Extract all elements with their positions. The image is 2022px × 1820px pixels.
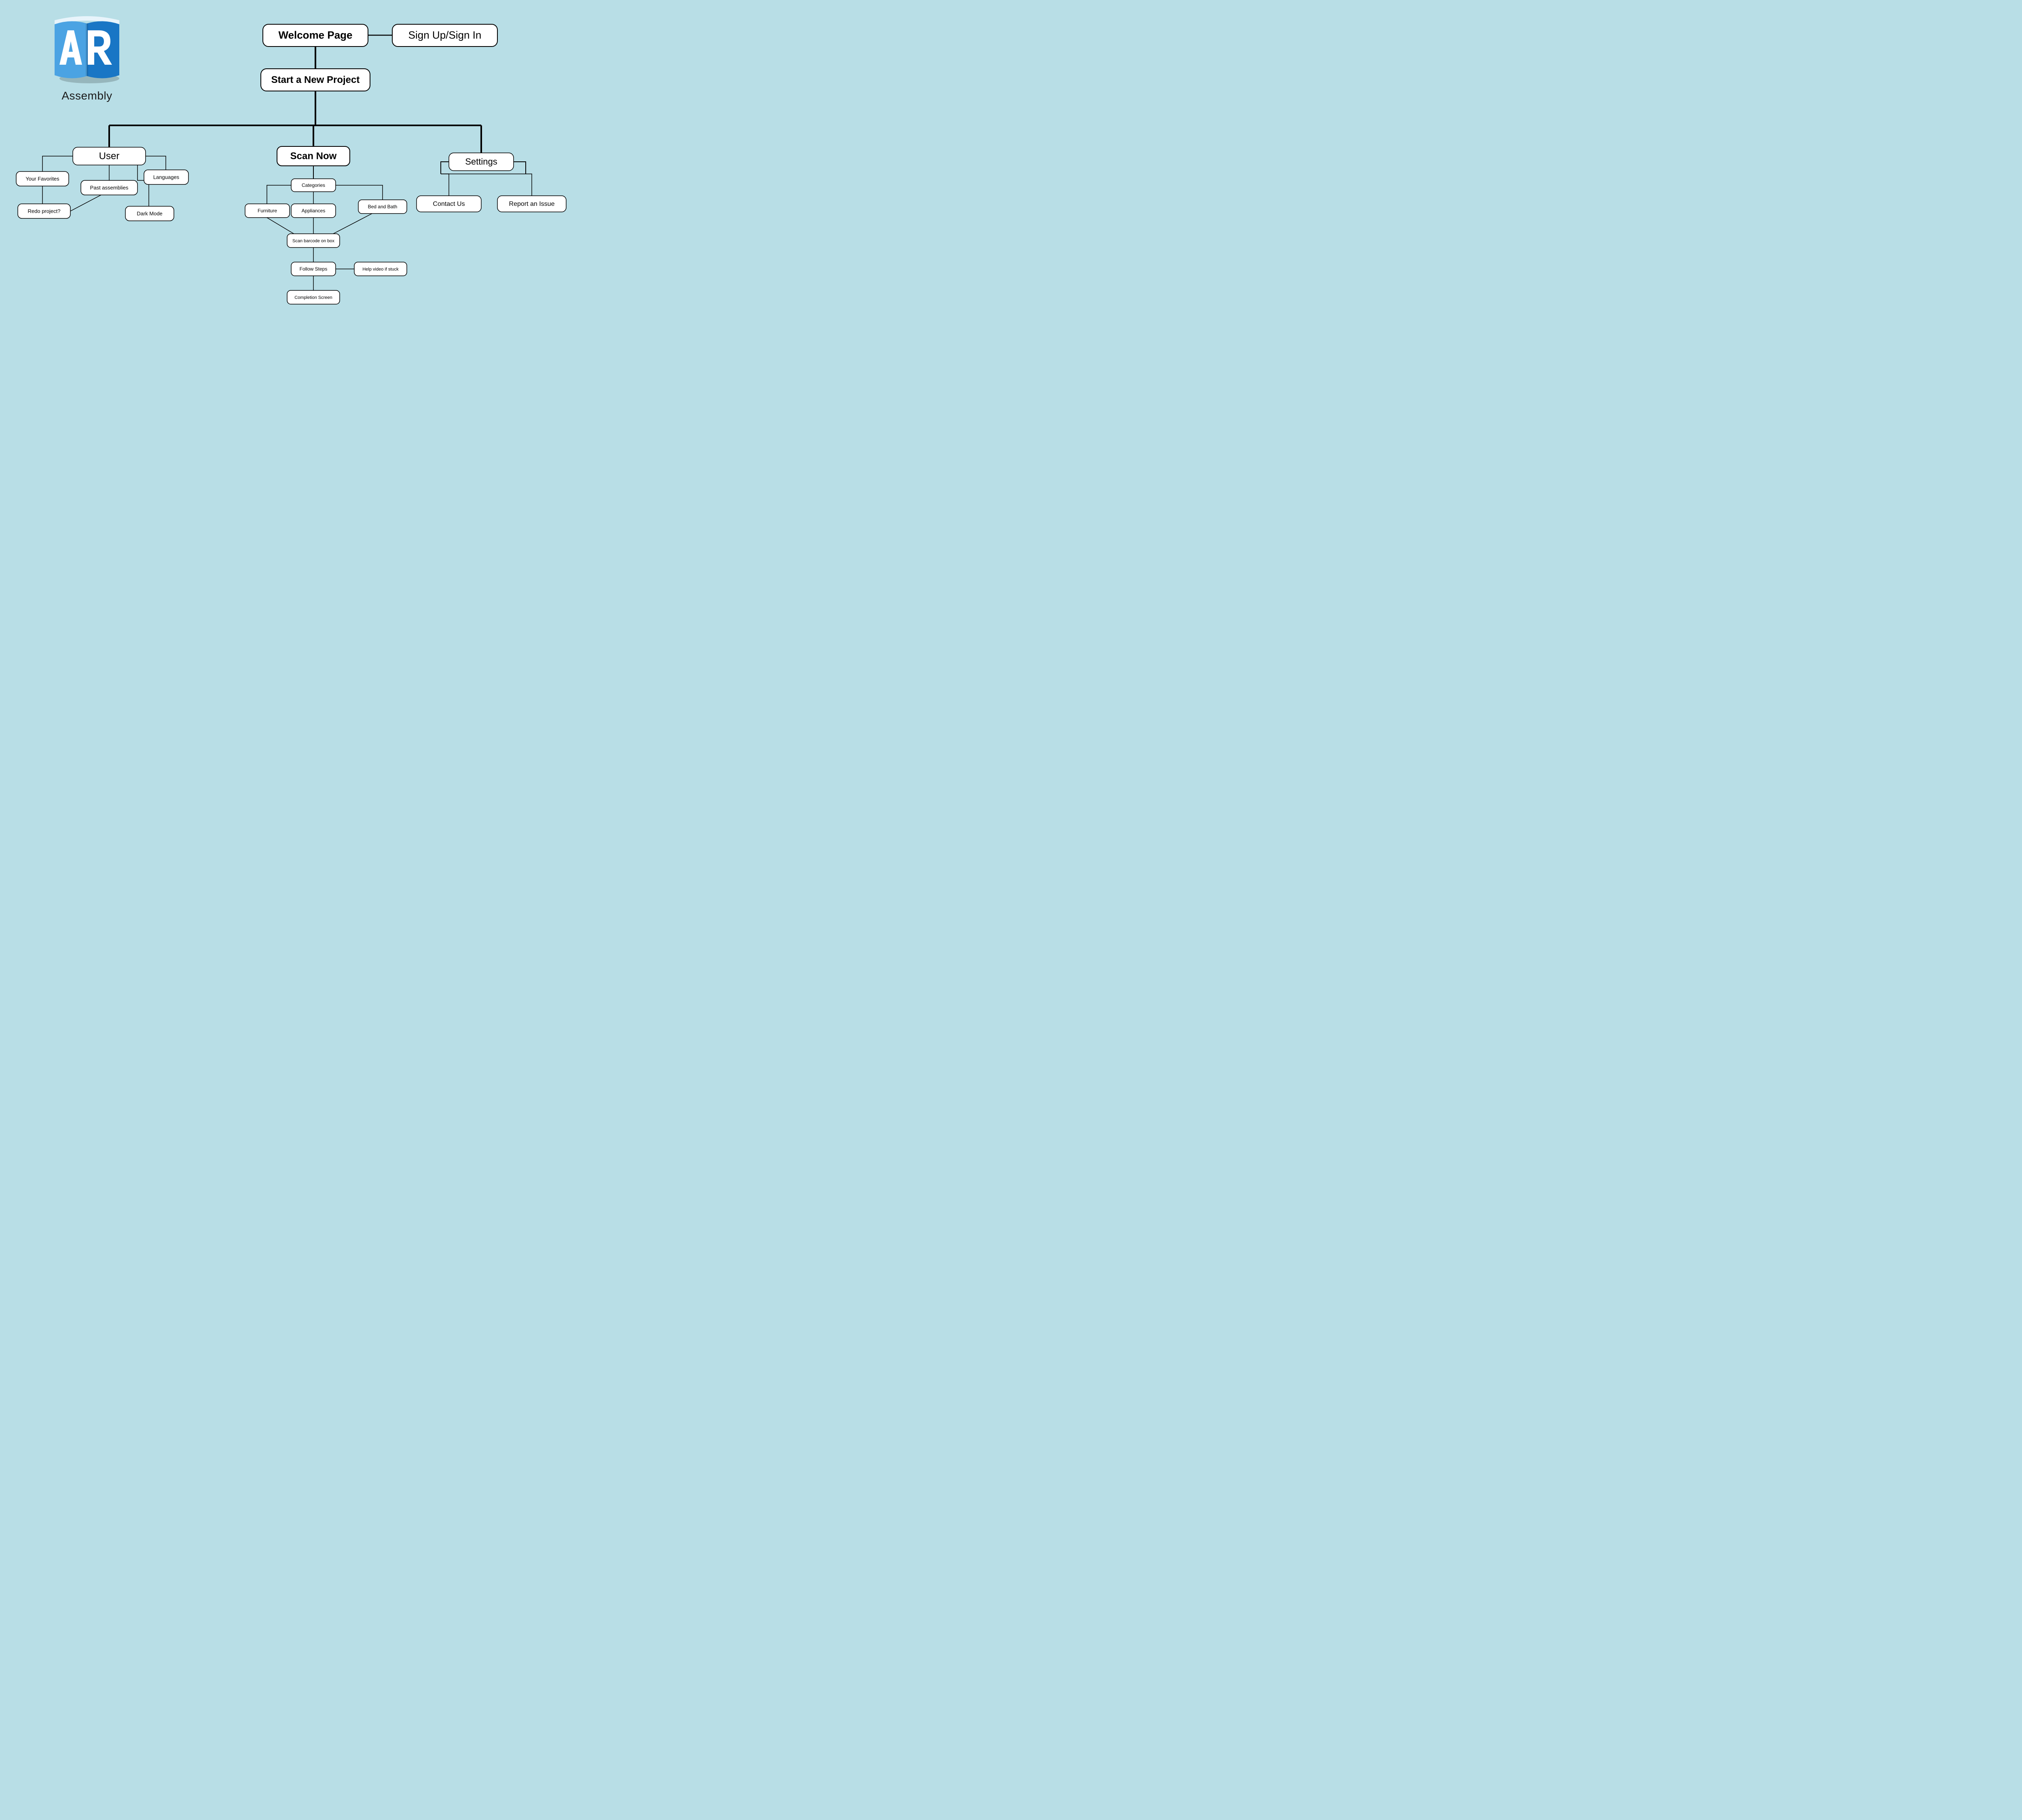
diagram-canvas: Assembly Welcome PageSign Up/Sign InStar… xyxy=(0,0,607,341)
node-label-scannow: Scan Now xyxy=(290,150,337,161)
node-darkmode: Dark Mode xyxy=(125,206,174,221)
node-label-settings: Settings xyxy=(465,157,497,167)
node-appliances: Appliances xyxy=(291,204,336,218)
node-bedbath: Bed and Bath xyxy=(358,200,407,214)
node-helpvideo: Help video if stuck xyxy=(354,262,407,276)
node-label-furniture: Furniture xyxy=(258,208,277,214)
edge-settings-reportissue xyxy=(514,162,526,174)
edge-settings-reportissue2 xyxy=(526,174,532,196)
node-label-pastasm: Past assemblies xyxy=(90,184,129,190)
node-signin: Sign Up/Sign In xyxy=(392,24,497,47)
node-furniture: Furniture xyxy=(245,204,290,218)
edge-user-languages xyxy=(146,156,166,170)
node-pastasm: Past assemblies xyxy=(81,180,137,195)
node-label-darkmode: Dark Mode xyxy=(137,210,163,216)
node-label-languages: Languages xyxy=(153,174,180,180)
node-label-redo: Redo project? xyxy=(28,208,61,214)
node-categories: Categories xyxy=(291,179,336,192)
edge-bedbath-scanbarcode xyxy=(332,214,372,235)
edge-user-favorites xyxy=(42,156,73,171)
node-label-bedbath: Bed and Bath xyxy=(368,204,398,210)
node-label-signin: Sign Up/Sign In xyxy=(408,29,482,41)
node-newproject: Start a New Project xyxy=(261,69,370,91)
node-label-favorites: Your Favorites xyxy=(25,176,59,182)
edge-categories-bedbath xyxy=(336,185,383,200)
node-label-welcome: Welcome Page xyxy=(278,29,352,41)
node-label-categories: Categories xyxy=(302,182,325,188)
node-scanbarcode: Scan barcode on box xyxy=(287,234,340,248)
node-label-user: User xyxy=(99,150,120,161)
node-user: User xyxy=(73,147,146,165)
edge-categories-furniture xyxy=(267,185,291,204)
node-redo: Redo project? xyxy=(18,204,70,218)
flowchart: Welcome Page Sign Up/Sign In Start a New P… xyxy=(0,0,607,341)
node-label-completion: Completion Screen xyxy=(294,295,332,300)
edge-pastasm-redo xyxy=(70,195,101,211)
node-label-appliances: Appliances xyxy=(302,208,326,214)
edge-settings-contactus xyxy=(441,162,449,174)
node-completion: Completion Screen xyxy=(287,290,340,304)
node-reportissue: Report an Issue xyxy=(497,196,566,212)
node-label-reportissue: Report an Issue xyxy=(509,201,555,207)
node-label-contactus: Contact Us xyxy=(433,201,465,207)
node-scannow: Scan Now xyxy=(277,146,350,166)
node-followsteps: Follow Steps xyxy=(291,262,336,276)
node-settings: Settings xyxy=(449,153,514,171)
node-label-helpvideo: Help video if stuck xyxy=(362,267,399,272)
node-languages: Languages xyxy=(144,170,188,184)
node-label-followsteps: Follow Steps xyxy=(300,266,328,272)
node-contactus: Contact Us xyxy=(417,196,481,212)
node-welcome: Welcome Page xyxy=(263,24,368,47)
edge-settings-contactus2 xyxy=(441,174,449,196)
node-favorites: Your Favorites xyxy=(16,171,69,186)
node-label-newproject: Start a New Project xyxy=(271,74,360,85)
node-label-scanbarcode: Scan barcode on box xyxy=(292,239,334,243)
edge-furniture-scanbarcode xyxy=(267,218,295,235)
